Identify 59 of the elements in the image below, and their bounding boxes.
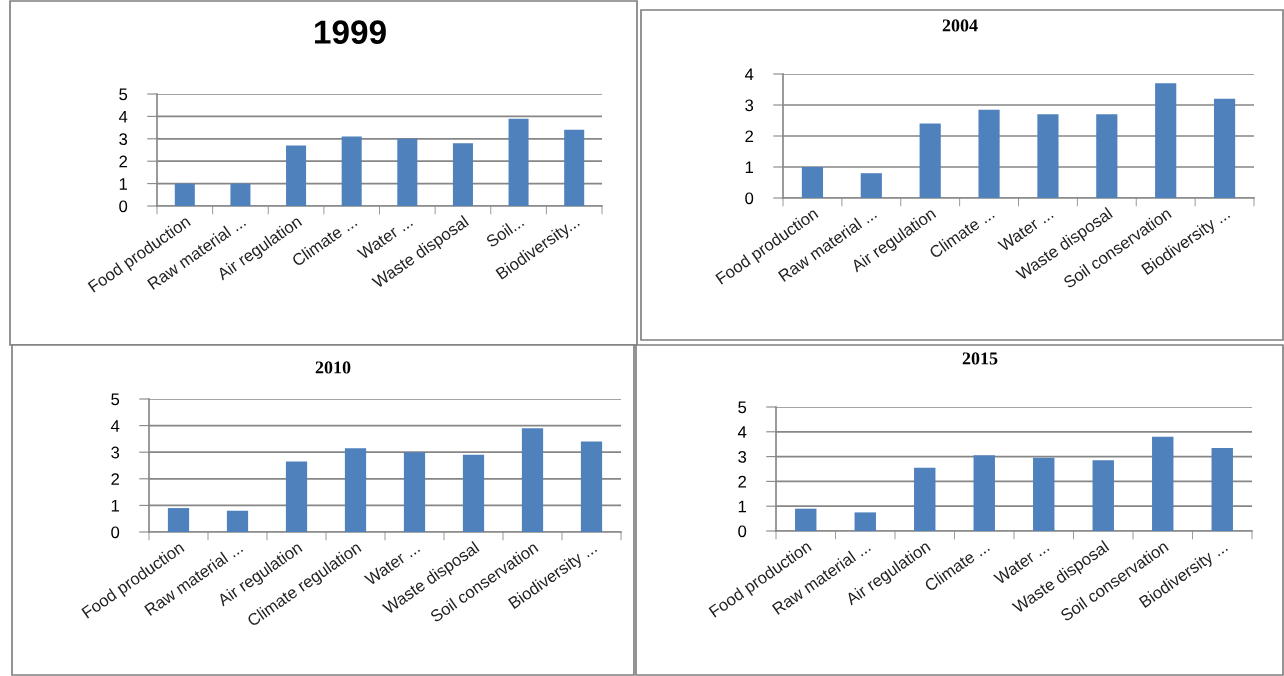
bar (1033, 457, 1055, 531)
bar (403, 452, 426, 532)
y-tick-label: 4 (118, 110, 128, 123)
bar (226, 510, 249, 532)
bar (1152, 436, 1174, 531)
bar (452, 143, 473, 206)
y-tick-label: 5 (111, 393, 120, 406)
bar (285, 461, 308, 532)
chart-title: 2015 (962, 352, 998, 365)
bar (860, 173, 882, 198)
y-tick-label: 5 (738, 401, 747, 414)
y-tick-label: 1 (745, 161, 754, 174)
y-tick-label: 1 (119, 178, 128, 190)
bar (854, 512, 876, 531)
y-tick-label: 1 (111, 499, 120, 512)
y-tick-label: 0 (745, 192, 754, 205)
y-tick-label: 2 (111, 473, 119, 485)
bar (919, 123, 941, 198)
y-tick-label: 3 (738, 451, 747, 463)
bar (1092, 460, 1114, 531)
bar (508, 118, 529, 206)
y-tick-label: 4 (737, 426, 747, 438)
bar (521, 428, 544, 532)
y-tick-label: 4 (744, 68, 754, 81)
bar (801, 167, 824, 198)
y-tick-label: 2 (738, 475, 746, 488)
chart-title: 2010 (315, 361, 351, 374)
bar (174, 183, 195, 206)
bar (580, 441, 603, 532)
bar (167, 508, 190, 532)
bar (286, 145, 307, 206)
y-tick-label: 0 (119, 200, 128, 213)
y-tick-label: 3 (119, 133, 128, 145)
chart-title: 1999 (315, 20, 386, 44)
bar (1155, 83, 1177, 198)
y-tick-label: 0 (111, 526, 120, 539)
bar (795, 508, 817, 531)
bar (973, 455, 995, 531)
y-tick-label: 2 (745, 130, 753, 143)
y-tick-label: 4 (110, 420, 120, 432)
y-tick-label: 0 (738, 525, 747, 538)
bar (1037, 114, 1059, 198)
bar (230, 183, 251, 206)
bar (978, 109, 1000, 198)
bar (564, 129, 585, 206)
bar (1211, 447, 1233, 531)
bar (1213, 98, 1236, 198)
bar (397, 138, 418, 206)
bar (1096, 114, 1118, 198)
y-tick-label: 1 (738, 500, 747, 513)
bar (462, 454, 485, 532)
y-tick-label: 2 (119, 155, 127, 168)
chart-title: 2004 (942, 19, 978, 32)
bar (344, 448, 367, 532)
bar (341, 136, 362, 206)
y-tick-label: 5 (119, 88, 128, 101)
y-tick-label: 3 (111, 446, 120, 459)
bar (914, 467, 936, 531)
y-tick-label: 3 (745, 99, 754, 112)
